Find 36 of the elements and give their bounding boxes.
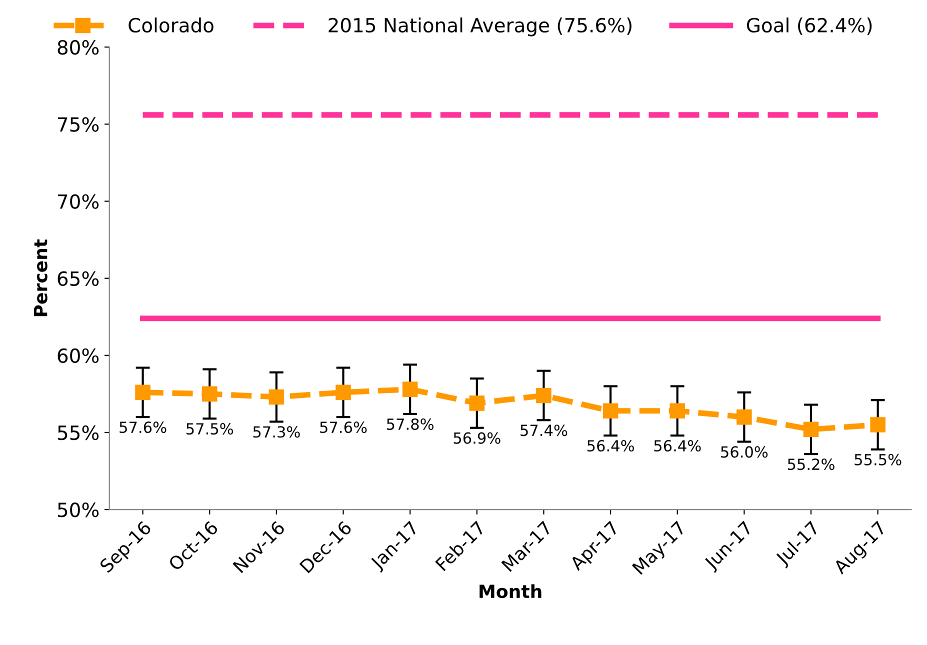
y-tick-label: 55%	[58, 425, 99, 440]
point	[469, 396, 485, 411]
data-label: 56.9%	[454, 432, 500, 444]
y-tick-label: 80%	[58, 40, 99, 55]
data-label: 57.5%	[186, 423, 234, 435]
point	[870, 417, 886, 432]
legend-label: Goal (62.4%)	[746, 18, 872, 35]
point	[202, 386, 218, 402]
y-tick-label: 50%	[58, 502, 99, 518]
legend-label: Colorado	[128, 18, 214, 33]
data-label: 56.4%	[654, 440, 701, 452]
data-label: 57.6%	[320, 421, 367, 434]
point	[135, 384, 150, 400]
data-label: 57.6%	[120, 421, 166, 434]
point	[536, 388, 552, 404]
y-tick-label: 75%	[58, 117, 99, 132]
point	[336, 384, 351, 400]
point	[670, 403, 686, 419]
data-label: 56.0%	[721, 446, 768, 458]
point	[402, 382, 418, 397]
data-label: 55.2%	[788, 458, 834, 470]
point	[803, 422, 819, 438]
x-axis-title: Month	[480, 584, 542, 598]
legend-label: 2015 National Average (75.6%)	[328, 18, 632, 36]
y-tick-label: 70%	[58, 194, 99, 209]
point	[602, 403, 618, 419]
point	[268, 389, 284, 405]
data-label: 57.3%	[253, 426, 300, 438]
y-tick-label: 60%	[58, 348, 99, 364]
data-label: 57.8%	[386, 418, 434, 430]
data-label: 57.4%	[520, 424, 568, 436]
y-tick-label: 65%	[58, 271, 99, 286]
point	[736, 409, 752, 425]
data-label: 56.4%	[587, 440, 634, 452]
y-axis-title: Percent	[34, 239, 48, 316]
data-label: 55.5%	[854, 454, 902, 466]
